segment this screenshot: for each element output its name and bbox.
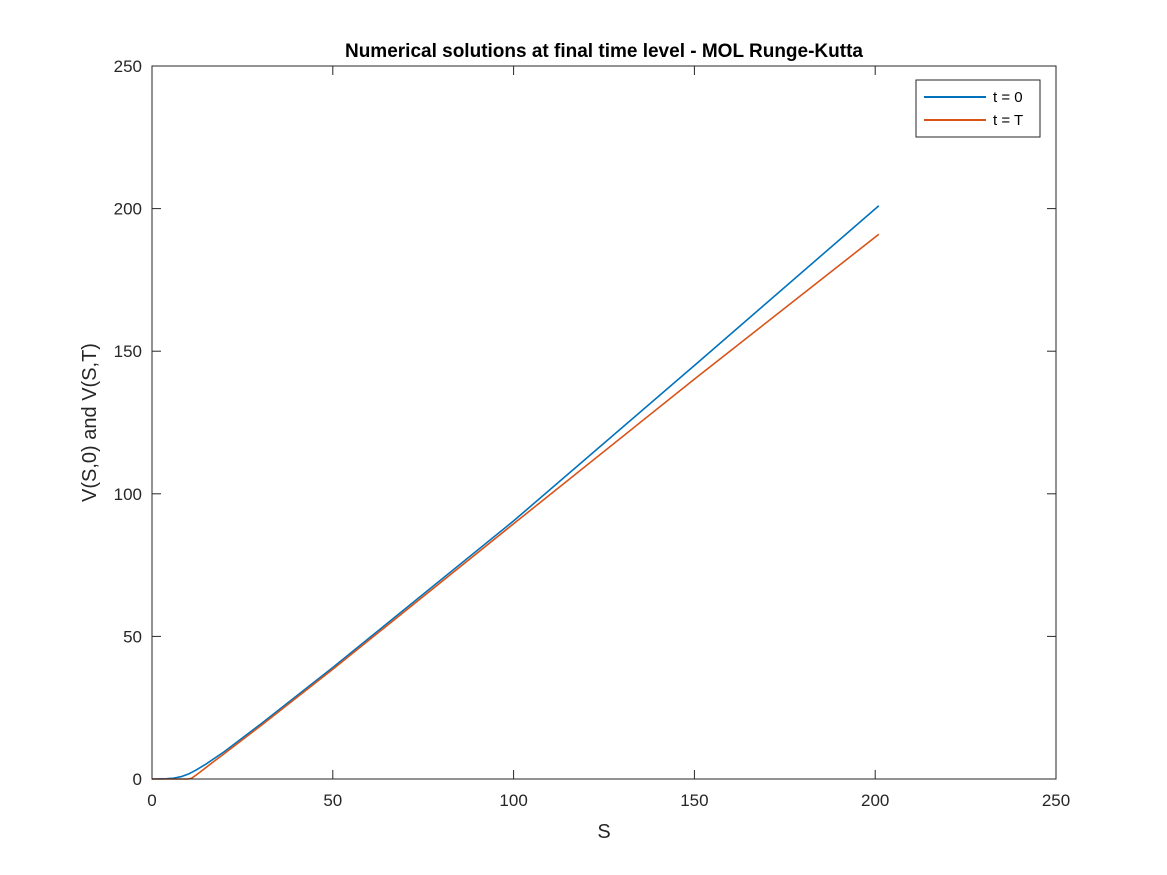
y-tick-label: 0 <box>133 770 142 789</box>
chart-title: Numerical solutions at final time level … <box>345 41 863 62</box>
y-tick-label: 150 <box>114 342 142 361</box>
legend-label-t0: t = 0 <box>993 89 1023 106</box>
x-tick-label: 200 <box>861 791 889 810</box>
y-tick-label: 250 <box>114 57 142 76</box>
x-tick-label: 50 <box>323 791 342 810</box>
x-tick-label: 250 <box>1042 791 1070 810</box>
plot-area <box>152 66 1056 779</box>
y-tick-label: 50 <box>123 627 142 646</box>
y-tick-label: 100 <box>114 485 142 504</box>
legend-label-tT: t = T <box>993 112 1023 129</box>
legend: t = 0 t = T <box>915 79 1041 138</box>
legend-box <box>915 79 1041 138</box>
y-axis-label: V(S,0) and V(S,T) <box>79 343 101 502</box>
plot-frame <box>151 65 1057 780</box>
x-tick-label: 0 <box>147 791 156 810</box>
x-tick-label: 150 <box>680 791 708 810</box>
x-axis-label: S <box>597 821 610 843</box>
series-line-t0 <box>151 205 880 780</box>
y-tick-label: 200 <box>114 200 142 219</box>
x-tick-label: 100 <box>499 791 527 810</box>
